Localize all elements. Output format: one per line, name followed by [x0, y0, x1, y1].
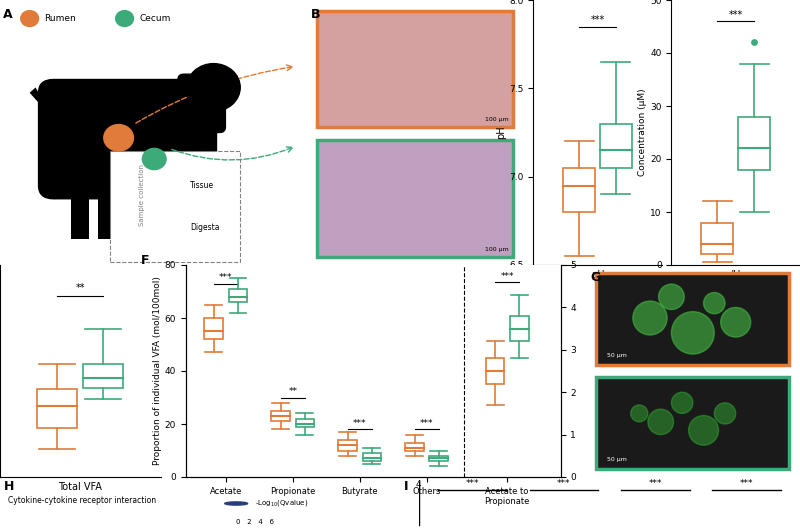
Bar: [271, 411, 290, 421]
FancyBboxPatch shape: [317, 11, 513, 127]
Circle shape: [225, 502, 248, 505]
FancyBboxPatch shape: [597, 273, 790, 365]
Circle shape: [187, 64, 240, 111]
Circle shape: [633, 301, 667, 335]
Text: 100 µm: 100 µm: [485, 117, 508, 122]
Text: ***: ***: [353, 419, 366, 428]
Text: ***: ***: [466, 479, 479, 488]
Bar: [563, 168, 595, 212]
Circle shape: [116, 11, 134, 26]
Bar: [338, 440, 357, 450]
Bar: [406, 443, 424, 450]
Y-axis label: pH: pH: [497, 126, 506, 139]
Circle shape: [671, 312, 714, 354]
Text: H: H: [4, 480, 14, 493]
Text: ***: ***: [729, 10, 743, 20]
Text: 4: 4: [415, 481, 421, 489]
Text: 50 µm: 50 µm: [607, 354, 627, 358]
Circle shape: [104, 125, 134, 151]
Text: 100 µm: 100 µm: [485, 247, 508, 252]
Bar: [295, 419, 314, 427]
Y-axis label: Concentration (μM): Concentration (μM): [638, 89, 647, 176]
Text: Rumen: Rumen: [45, 14, 76, 23]
Bar: [83, 364, 123, 388]
Text: ***: ***: [740, 479, 754, 488]
Bar: [229, 289, 247, 302]
Bar: [38, 390, 78, 428]
Polygon shape: [30, 87, 54, 119]
Circle shape: [703, 293, 725, 314]
Bar: [486, 358, 505, 384]
Text: ***: ***: [649, 479, 662, 488]
Text: F: F: [141, 254, 150, 268]
Text: Sample collection: Sample collection: [139, 164, 146, 226]
Text: -Log$_{10}$(Qvalue): -Log$_{10}$(Qvalue): [255, 499, 309, 508]
Text: Digesta: Digesta: [190, 224, 219, 232]
Circle shape: [689, 416, 718, 445]
Bar: [98, 180, 116, 238]
Circle shape: [721, 307, 750, 337]
FancyBboxPatch shape: [597, 377, 790, 469]
Text: ***: ***: [420, 419, 434, 428]
Text: B: B: [310, 8, 320, 21]
Bar: [738, 117, 770, 170]
Circle shape: [630, 405, 648, 422]
Text: 0   2   4   6: 0 2 4 6: [236, 519, 274, 525]
Circle shape: [671, 392, 693, 413]
Circle shape: [648, 409, 674, 435]
Text: Cytokine-cytokine receptor interaction: Cytokine-cytokine receptor interaction: [8, 496, 156, 505]
Circle shape: [658, 284, 684, 310]
FancyBboxPatch shape: [110, 151, 240, 262]
FancyBboxPatch shape: [317, 140, 513, 257]
Circle shape: [142, 148, 166, 170]
FancyBboxPatch shape: [178, 74, 226, 132]
Y-axis label: Proportion of individual VFA (mol/100mol): Proportion of individual VFA (mol/100mol…: [153, 277, 162, 465]
Text: **: **: [76, 283, 85, 293]
Text: ***: ***: [219, 273, 233, 282]
Bar: [600, 123, 632, 168]
Bar: [702, 223, 734, 254]
Text: ***: ***: [500, 272, 514, 281]
Circle shape: [714, 403, 736, 424]
Bar: [430, 456, 448, 461]
Text: G: G: [590, 271, 600, 285]
Text: A: A: [3, 8, 13, 21]
Bar: [362, 453, 382, 461]
Point: [748, 38, 761, 47]
Bar: [510, 316, 529, 341]
Text: **: **: [288, 387, 298, 396]
Bar: [205, 318, 223, 339]
Circle shape: [21, 11, 38, 26]
Text: ***: ***: [590, 15, 605, 25]
Bar: [166, 180, 184, 238]
Text: Cecum: Cecum: [139, 14, 170, 23]
Bar: [139, 180, 157, 238]
Bar: [71, 180, 89, 238]
Text: I: I: [404, 480, 408, 493]
Text: Tissue: Tissue: [190, 181, 214, 190]
FancyBboxPatch shape: [38, 80, 217, 199]
Text: ***: ***: [557, 479, 570, 488]
Text: 50 µm: 50 µm: [607, 457, 627, 462]
